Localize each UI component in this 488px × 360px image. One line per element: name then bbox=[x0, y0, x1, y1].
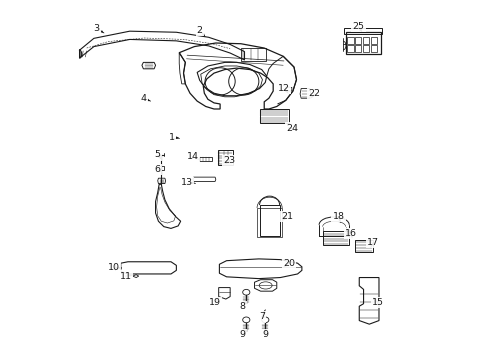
Text: 16: 16 bbox=[345, 229, 357, 238]
Text: 25: 25 bbox=[352, 22, 364, 31]
Polygon shape bbox=[310, 95, 313, 98]
Bar bbox=[370, 37, 376, 44]
Text: 18: 18 bbox=[332, 212, 344, 221]
Polygon shape bbox=[215, 298, 218, 301]
Bar bbox=[370, 45, 376, 51]
Bar bbox=[323, 231, 348, 245]
Polygon shape bbox=[287, 127, 290, 129]
Text: 11: 11 bbox=[119, 271, 131, 280]
Polygon shape bbox=[373, 298, 376, 301]
Polygon shape bbox=[285, 90, 287, 93]
Text: 1: 1 bbox=[169, 133, 175, 142]
Bar bbox=[217, 150, 232, 165]
Polygon shape bbox=[262, 310, 265, 313]
Text: 7: 7 bbox=[258, 312, 264, 321]
Text: 4: 4 bbox=[140, 94, 146, 103]
Polygon shape bbox=[101, 30, 104, 33]
Polygon shape bbox=[338, 219, 340, 222]
Bar bbox=[346, 45, 353, 51]
Text: 14: 14 bbox=[186, 152, 198, 161]
Bar bbox=[159, 166, 163, 170]
Bar bbox=[362, 45, 368, 51]
Polygon shape bbox=[176, 136, 179, 139]
Bar bbox=[346, 37, 353, 44]
Polygon shape bbox=[243, 330, 246, 333]
Polygon shape bbox=[202, 33, 204, 37]
Polygon shape bbox=[264, 330, 266, 333]
Polygon shape bbox=[147, 99, 150, 101]
Text: 17: 17 bbox=[366, 238, 378, 247]
Bar bbox=[241, 48, 265, 61]
Text: 2: 2 bbox=[196, 26, 202, 35]
Polygon shape bbox=[283, 217, 286, 220]
Polygon shape bbox=[359, 29, 362, 32]
Polygon shape bbox=[158, 156, 161, 159]
Text: 21: 21 bbox=[280, 212, 292, 221]
Text: 9: 9 bbox=[239, 330, 245, 339]
Text: 5: 5 bbox=[154, 150, 161, 159]
Text: 13: 13 bbox=[181, 178, 193, 187]
Text: 10: 10 bbox=[107, 264, 120, 273]
Text: 6: 6 bbox=[154, 165, 161, 174]
Text: 3: 3 bbox=[94, 24, 100, 33]
Bar bbox=[259, 109, 288, 123]
Text: 19: 19 bbox=[209, 298, 221, 307]
Text: 22: 22 bbox=[308, 89, 320, 98]
Bar bbox=[345, 32, 380, 54]
Polygon shape bbox=[225, 161, 228, 164]
Polygon shape bbox=[195, 157, 198, 159]
Bar bbox=[354, 45, 361, 51]
Polygon shape bbox=[243, 301, 246, 305]
Polygon shape bbox=[349, 235, 352, 238]
Polygon shape bbox=[370, 244, 372, 247]
Text: 24: 24 bbox=[285, 123, 297, 132]
Polygon shape bbox=[158, 169, 161, 172]
Polygon shape bbox=[117, 266, 121, 269]
Text: 12: 12 bbox=[277, 84, 289, 93]
Text: 23: 23 bbox=[223, 156, 235, 165]
Polygon shape bbox=[129, 274, 132, 277]
Text: 9: 9 bbox=[262, 330, 268, 339]
Text: 8: 8 bbox=[239, 302, 245, 311]
Polygon shape bbox=[284, 264, 287, 267]
Polygon shape bbox=[191, 181, 195, 184]
Text: 20: 20 bbox=[283, 259, 295, 268]
Bar bbox=[354, 37, 361, 44]
Bar bbox=[362, 37, 368, 44]
Bar bbox=[344, 28, 382, 34]
Text: 15: 15 bbox=[371, 298, 383, 307]
